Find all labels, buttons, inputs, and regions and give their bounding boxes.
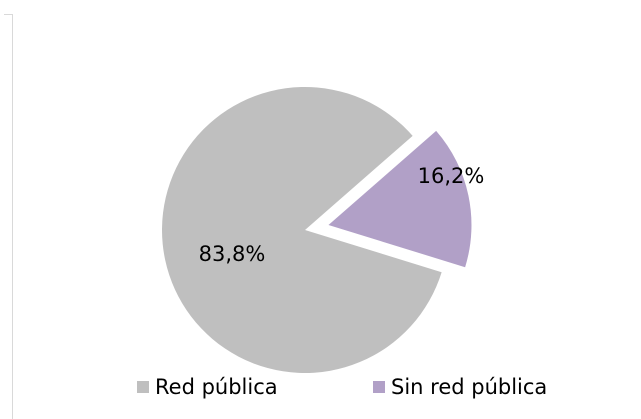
pie-slices — [161, 87, 472, 373]
legend-label-sin-red-publica: Sin red pública — [391, 375, 547, 399]
legend-label-red-publica: Red pública — [155, 375, 278, 399]
legend-swatch-red-publica — [137, 381, 149, 393]
slice-label-red-publica: 83,8% — [199, 242, 266, 266]
pie-slice-red-publica — [161, 87, 442, 373]
legend-swatch-sin-red-publica — [373, 381, 385, 393]
legend: Red pública Sin red pública — [137, 375, 547, 399]
slice-label-sin-red-publica: 16,2% — [418, 164, 485, 188]
pie-slice-sin-red-publica — [328, 130, 472, 268]
slice-labels: 83,8% 16,2% — [199, 164, 485, 266]
